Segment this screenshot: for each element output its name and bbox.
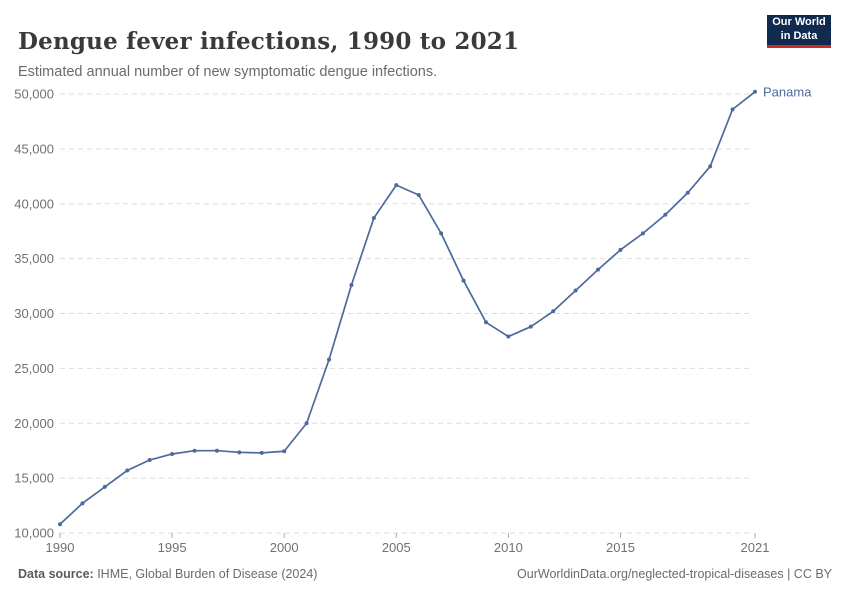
data-point[interactable] — [394, 183, 399, 188]
data-source-note: Data source: IHME, Global Burden of Dise… — [18, 567, 317, 581]
data-source-text: IHME, Global Burden of Disease (2024) — [93, 567, 318, 581]
y-axis-tick-label: 10,000 — [14, 526, 54, 541]
page-title: Dengue fever infections, 1990 to 2021 — [18, 28, 520, 56]
data-point[interactable] — [596, 267, 601, 272]
data-point[interactable] — [371, 216, 376, 221]
data-point[interactable] — [753, 89, 757, 94]
data-point[interactable] — [102, 484, 107, 489]
data-point[interactable] — [304, 421, 309, 426]
data-point[interactable] — [685, 190, 690, 195]
data-point[interactable] — [663, 212, 668, 217]
data-point[interactable] — [483, 320, 488, 325]
y-axis-tick-label: 50,000 — [14, 87, 54, 102]
chart-footer: Data source: IHME, Global Burden of Dise… — [18, 567, 832, 581]
data-point[interactable] — [730, 107, 735, 112]
data-point[interactable] — [282, 449, 287, 454]
y-axis-tick-label: 15,000 — [14, 471, 54, 486]
data-point[interactable] — [528, 324, 533, 329]
y-axis-tick-label: 40,000 — [14, 196, 54, 211]
data-point[interactable] — [259, 450, 264, 455]
license-link: OurWorldinData.org/neglected-tropical-di… — [517, 567, 832, 581]
data-point[interactable] — [125, 468, 130, 473]
data-point[interactable] — [439, 231, 444, 236]
data-point[interactable] — [573, 288, 578, 293]
data-point[interactable] — [506, 334, 511, 339]
owid-logo-line2: in Data — [780, 30, 818, 42]
data-point[interactable] — [416, 192, 421, 197]
x-axis-tick-label: 2005 — [382, 540, 411, 555]
data-point[interactable] — [640, 231, 645, 236]
y-axis-tick-label: 45,000 — [14, 141, 54, 156]
data-point[interactable] — [58, 522, 62, 527]
series-label-panama: Panama — [763, 84, 812, 99]
data-point[interactable] — [192, 448, 197, 453]
data-point[interactable] — [147, 458, 152, 463]
x-axis-tick-label: 2010 — [494, 540, 523, 555]
x-axis-tick-label: 2021 — [741, 540, 770, 555]
chart-subtitle: Estimated annual number of new symptomat… — [18, 63, 438, 80]
y-axis-tick-label: 30,000 — [14, 306, 54, 321]
data-point[interactable] — [327, 357, 332, 362]
data-point[interactable] — [349, 282, 354, 287]
owid-logo-line1: Our World — [772, 16, 826, 29]
data-point[interactable] — [551, 309, 556, 314]
data-point[interactable] — [461, 278, 466, 283]
data-line-panama[interactable] — [59, 91, 756, 525]
data-point[interactable] — [214, 448, 219, 453]
data-point[interactable] — [237, 450, 242, 455]
data-point[interactable] — [170, 451, 175, 456]
x-axis-tick-label: 2000 — [270, 540, 299, 555]
y-axis-tick-label: 20,000 — [14, 416, 54, 431]
data-source-label: Data source: — [18, 567, 94, 581]
data-point[interactable] — [618, 247, 623, 252]
x-axis-tick-label: 1995 — [158, 540, 187, 555]
data-point[interactable] — [708, 164, 713, 169]
y-axis-tick-label: 35,000 — [14, 251, 54, 266]
x-axis-tick-label: 1990 — [46, 540, 75, 555]
x-axis-tick-label: 2015 — [606, 540, 635, 555]
data-point[interactable] — [80, 501, 85, 506]
y-axis-tick-label: 25,000 — [14, 361, 54, 376]
owid-logo: Our World in Data — [767, 15, 831, 48]
